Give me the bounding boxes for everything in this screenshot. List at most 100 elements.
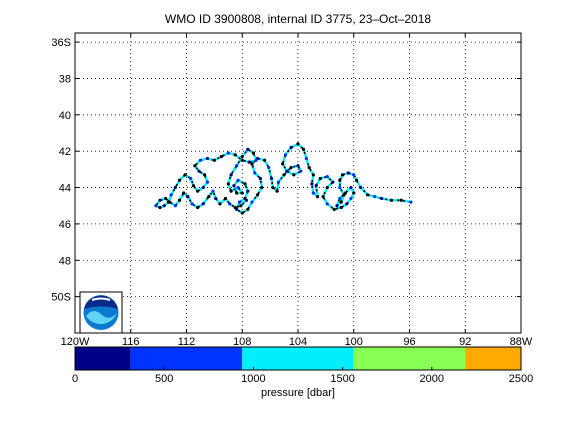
track-point	[285, 169, 289, 173]
track-point	[183, 173, 187, 177]
y-axis: 36S 38 40 42 44 46 48 50S	[51, 37, 521, 304]
x-tick-label: 92	[459, 336, 471, 348]
x-axis: 120W 116 112 108 104 100 96 92 88W	[61, 33, 533, 348]
x-tick-label: 116	[122, 336, 140, 348]
track-point	[158, 205, 162, 210]
track-point	[292, 173, 296, 177]
track-point	[296, 142, 300, 146]
colorbar-frame	[74, 346, 522, 371]
track-point	[229, 189, 233, 193]
track-point	[173, 204, 177, 208]
track-point	[201, 202, 205, 206]
track-point	[240, 158, 244, 162]
track-point	[229, 173, 233, 177]
track-point	[253, 171, 257, 175]
track-point	[173, 185, 177, 190]
track-point	[247, 160, 251, 164]
track-point	[191, 184, 196, 188]
y-tick-label: 44	[59, 183, 71, 195]
track-point	[304, 156, 308, 161]
track-point	[218, 202, 222, 206]
chart-title: WMO ID 3900808, internal ID 3775, 23–Oct…	[165, 12, 431, 26]
track-point	[349, 196, 353, 201]
colorbar-label: pressure [dbar]	[261, 387, 335, 399]
track-point	[335, 204, 339, 208]
track-point	[346, 171, 350, 175]
colorbar-bin	[242, 347, 354, 370]
track-point	[226, 151, 230, 155]
track-point	[409, 200, 413, 204]
y-tick-label: 46	[59, 219, 71, 231]
track-point	[168, 200, 172, 204]
x-tick-label: 88W	[510, 336, 533, 348]
track-point	[325, 202, 329, 206]
track-point	[338, 196, 342, 201]
y-tick-label: 48	[59, 255, 71, 267]
float-track	[154, 142, 413, 215]
colorbar-tick-label: 500	[155, 373, 173, 385]
track-line-dark	[155, 143, 412, 214]
track-point	[250, 162, 254, 166]
y-tick-label: 42	[59, 146, 71, 158]
track-point	[246, 207, 250, 211]
track-point	[228, 202, 232, 206]
track-point	[251, 151, 255, 155]
track-point	[243, 182, 247, 186]
track-point	[163, 196, 168, 201]
track-point	[389, 198, 393, 202]
track-point	[203, 173, 207, 177]
track-point	[162, 204, 166, 208]
colorbar-bin	[130, 347, 243, 370]
y-tick-label: 38	[59, 73, 71, 85]
track-point	[318, 176, 322, 181]
y-tick-label: 40	[59, 110, 71, 122]
y-tick-label: 50S	[51, 292, 71, 304]
track-point	[236, 185, 240, 190]
track-point	[325, 175, 329, 179]
track-point	[310, 182, 314, 186]
track-point	[226, 182, 230, 186]
track-point	[282, 173, 286, 177]
colorbar	[74, 346, 522, 371]
track-point	[325, 185, 329, 190]
x-tick-label: 108	[233, 336, 251, 348]
track-point	[193, 164, 197, 168]
colorbar-bin	[75, 347, 131, 370]
track-point	[214, 196, 218, 201]
track-point	[276, 180, 281, 184]
track-point	[246, 189, 250, 193]
track-point	[254, 158, 258, 162]
track-point	[338, 185, 342, 190]
track-point	[196, 205, 200, 210]
track-point	[343, 191, 347, 195]
track-point	[244, 198, 249, 202]
colorbar-bin	[353, 347, 466, 370]
track-point	[271, 185, 275, 190]
track-point	[331, 180, 335, 184]
track-point	[341, 173, 345, 177]
track-point	[207, 195, 211, 199]
track-point	[190, 202, 194, 206]
track-point	[255, 193, 260, 197]
track-point	[197, 169, 201, 173]
colorbar-tick-label: 1000	[241, 373, 265, 385]
track-point	[236, 178, 240, 182]
track-point	[311, 173, 315, 177]
x-tick-label: 104	[289, 336, 307, 348]
track-point	[281, 162, 285, 166]
track-point	[260, 185, 264, 190]
noaa-logo	[79, 291, 123, 334]
colorbar-tick-label: 0	[72, 373, 78, 385]
track-point	[299, 169, 303, 173]
track-point	[205, 180, 210, 184]
track-point	[283, 153, 288, 157]
x-tick-label: 100	[345, 336, 363, 348]
y-tick-label: 36S	[51, 37, 71, 49]
track-point	[232, 184, 236, 188]
track-point	[373, 195, 377, 199]
track-point	[233, 205, 237, 210]
track-point	[201, 185, 205, 190]
x-tick-label: 120W	[61, 336, 90, 348]
colorbar-tick-label: 2500	[509, 373, 533, 385]
x-tick-label: 96	[403, 336, 415, 348]
